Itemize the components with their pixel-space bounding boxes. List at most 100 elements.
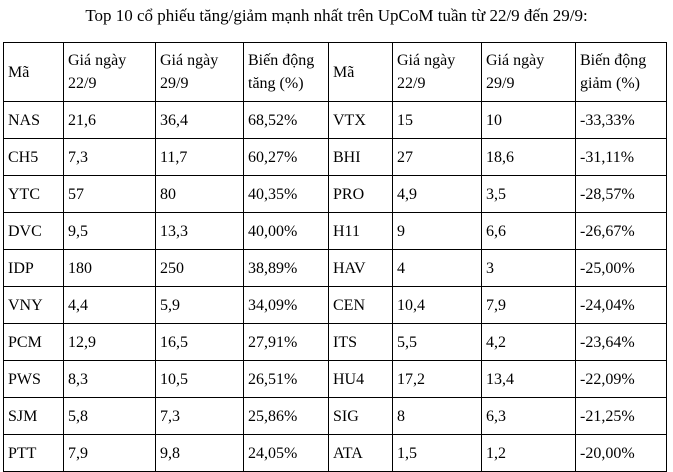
table-row: DVC 9,5 13,3 40,00% H11 9 6,6 -26,67% xyxy=(3,212,667,251)
cell-loser-change-pct: -21,25% xyxy=(575,397,667,436)
cell-gainer-code: PTT xyxy=(3,434,64,472)
cell-gainer-change-pct: 60,27% xyxy=(243,138,329,177)
header-loser-price-29-9: Giá ngày 29/9 xyxy=(481,42,576,103)
cell-gainer-price-22-9: 180 xyxy=(63,249,156,288)
cell-loser-change-pct: -31,11% xyxy=(575,138,667,177)
cell-loser-price-29-9: 6,6 xyxy=(481,212,576,251)
header-gainer-price-29-9: Giá ngày 29/9 xyxy=(155,42,244,103)
cell-loser-price-29-9: 10 xyxy=(481,101,576,140)
cell-gainer-price-22-9: 12,9 xyxy=(63,323,156,362)
cell-loser-code: PRO xyxy=(328,175,393,214)
cell-gainer-price-29-9: 16,5 xyxy=(155,323,244,362)
cell-loser-change-pct: -28,57% xyxy=(575,175,667,214)
cell-loser-change-pct: -23,64% xyxy=(575,323,667,362)
cell-gainer-price-29-9: 10,5 xyxy=(155,360,244,399)
cell-gainer-code: CH5 xyxy=(3,138,64,177)
cell-loser-price-29-9: 4,2 xyxy=(481,323,576,362)
cell-loser-change-pct: -25,00% xyxy=(575,249,667,288)
cell-loser-change-pct: -26,67% xyxy=(575,212,667,251)
cell-gainer-code: YTC xyxy=(3,175,64,214)
cell-loser-change-pct: -22,09% xyxy=(575,360,667,399)
cell-gainer-code: DVC xyxy=(3,212,64,251)
cell-loser-price-29-9: 3 xyxy=(481,249,576,288)
header-loser-price-22-9: Giá ngày 22/9 xyxy=(392,42,482,103)
stock-table-body: NAS 21,6 36,4 68,52% VTX 15 10 -33,33% CH5 7,3 11,… xyxy=(3,101,667,472)
cell-loser-price-22-9: 15 xyxy=(392,101,482,140)
table-row: VNY 4,4 5,9 34,09% CEN 10,4 7,9 -24,04% xyxy=(3,286,667,325)
header-gainer-code: Mã xyxy=(3,42,64,103)
cell-gainer-change-pct: 25,86% xyxy=(243,397,329,436)
header-row: Mã Giá ngày 22/9 Giá ngày 29/9 Biến động… xyxy=(3,42,667,103)
table-row: CH5 7,3 11,7 60,27% BHI 27 18,6 -31,11% xyxy=(3,138,667,177)
cell-gainer-price-29-9: 36,4 xyxy=(155,101,244,140)
cell-gainer-price-29-9: 5,9 xyxy=(155,286,244,325)
cell-gainer-change-pct: 40,00% xyxy=(243,212,329,251)
cell-gainer-price-29-9: 7,3 xyxy=(155,397,244,436)
table-row: YTC 57 80 40,35% PRO 4,9 3,5 -28,57% xyxy=(3,175,667,214)
cell-gainer-code: PWS xyxy=(3,360,64,399)
cell-loser-code: HU4 xyxy=(328,360,393,399)
cell-loser-price-22-9: 10,4 xyxy=(392,286,482,325)
cell-gainer-change-pct: 68,52% xyxy=(243,101,329,140)
cell-gainer-code: SJM xyxy=(3,397,64,436)
cell-gainer-price-22-9: 5,8 xyxy=(63,397,156,436)
cell-loser-price-22-9: 4,9 xyxy=(392,175,482,214)
cell-gainer-change-pct: 38,89% xyxy=(243,249,329,288)
cell-gainer-price-22-9: 57 xyxy=(63,175,156,214)
cell-gainer-price-22-9: 7,9 xyxy=(63,434,156,472)
cell-gainer-code: IDP xyxy=(3,249,64,288)
cell-loser-code: ITS xyxy=(328,323,393,362)
cell-loser-change-pct: -20,00% xyxy=(575,434,667,472)
header-loser-code: Mã xyxy=(328,42,393,103)
cell-gainer-price-22-9: 9,5 xyxy=(63,212,156,251)
stock-table: Mã Giá ngày 22/9 Giá ngày 29/9 Biến động… xyxy=(3,42,667,472)
cell-loser-code: HAV xyxy=(328,249,393,288)
header-gainer-change-pct: Biến động tăng (%) xyxy=(243,42,329,103)
cell-loser-price-29-9: 1,2 xyxy=(481,434,576,472)
cell-loser-code: VTX xyxy=(328,101,393,140)
cell-gainer-code: NAS xyxy=(3,101,64,140)
cell-loser-price-29-9: 3,5 xyxy=(481,175,576,214)
cell-gainer-change-pct: 40,35% xyxy=(243,175,329,214)
cell-gainer-code: VNY xyxy=(3,286,64,325)
table-row: PWS 8,3 10,5 26,51% HU4 17,2 13,4 -22,09% xyxy=(3,360,667,399)
cell-loser-price-29-9: 7,9 xyxy=(481,286,576,325)
stock-table-header: Mã Giá ngày 22/9 Giá ngày 29/9 Biến động… xyxy=(3,42,667,103)
cell-loser-price-29-9: 13,4 xyxy=(481,360,576,399)
table-row: PTT 7,9 9,8 24,05% ATA 1,5 1,2 -20,00% xyxy=(3,434,667,472)
cell-gainer-price-22-9: 4,4 xyxy=(63,286,156,325)
header-loser-change-pct: Biến động giảm (%) xyxy=(575,42,667,103)
cell-gainer-price-29-9: 9,8 xyxy=(155,434,244,472)
cell-loser-code: ATA xyxy=(328,434,393,472)
cell-loser-price-22-9: 9 xyxy=(392,212,482,251)
table-row: SJM 5,8 7,3 25,86% SIG 8 6,3 -21,25% xyxy=(3,397,667,436)
cell-gainer-price-29-9: 250 xyxy=(155,249,244,288)
cell-loser-price-22-9: 27 xyxy=(392,138,482,177)
cell-gainer-change-pct: 34,09% xyxy=(243,286,329,325)
table-row: NAS 21,6 36,4 68,52% VTX 15 10 -33,33% xyxy=(3,101,667,140)
cell-loser-price-22-9: 17,2 xyxy=(392,360,482,399)
cell-loser-price-22-9: 1,5 xyxy=(392,434,482,472)
cell-gainer-price-29-9: 11,7 xyxy=(155,138,244,177)
cell-loser-change-pct: -33,33% xyxy=(575,101,667,140)
cell-loser-price-22-9: 4 xyxy=(392,249,482,288)
page-title: Top 10 cổ phiếu tăng/giảm mạnh nhất trên… xyxy=(85,6,588,25)
cell-loser-code: BHI xyxy=(328,138,393,177)
cell-gainer-code: PCM xyxy=(3,323,64,362)
header-gainer-price-22-9: Giá ngày 22/9 xyxy=(63,42,156,103)
cell-loser-price-29-9: 6,3 xyxy=(481,397,576,436)
cell-loser-code: CEN xyxy=(328,286,393,325)
cell-loser-code: H11 xyxy=(328,212,393,251)
cell-loser-change-pct: -24,04% xyxy=(575,286,667,325)
cell-gainer-price-29-9: 13,3 xyxy=(155,212,244,251)
table-row: PCM 12,9 16,5 27,91% ITS 5,5 4,2 -23,64% xyxy=(3,323,667,362)
cell-loser-price-22-9: 5,5 xyxy=(392,323,482,362)
cell-gainer-price-29-9: 80 xyxy=(155,175,244,214)
table-row: IDP 180 250 38,89% HAV 4 3 -25,00% xyxy=(3,249,667,288)
cell-loser-price-22-9: 8 xyxy=(392,397,482,436)
cell-loser-code: SIG xyxy=(328,397,393,436)
cell-gainer-price-22-9: 8,3 xyxy=(63,360,156,399)
cell-gainer-change-pct: 24,05% xyxy=(243,434,329,472)
cell-gainer-change-pct: 26,51% xyxy=(243,360,329,399)
